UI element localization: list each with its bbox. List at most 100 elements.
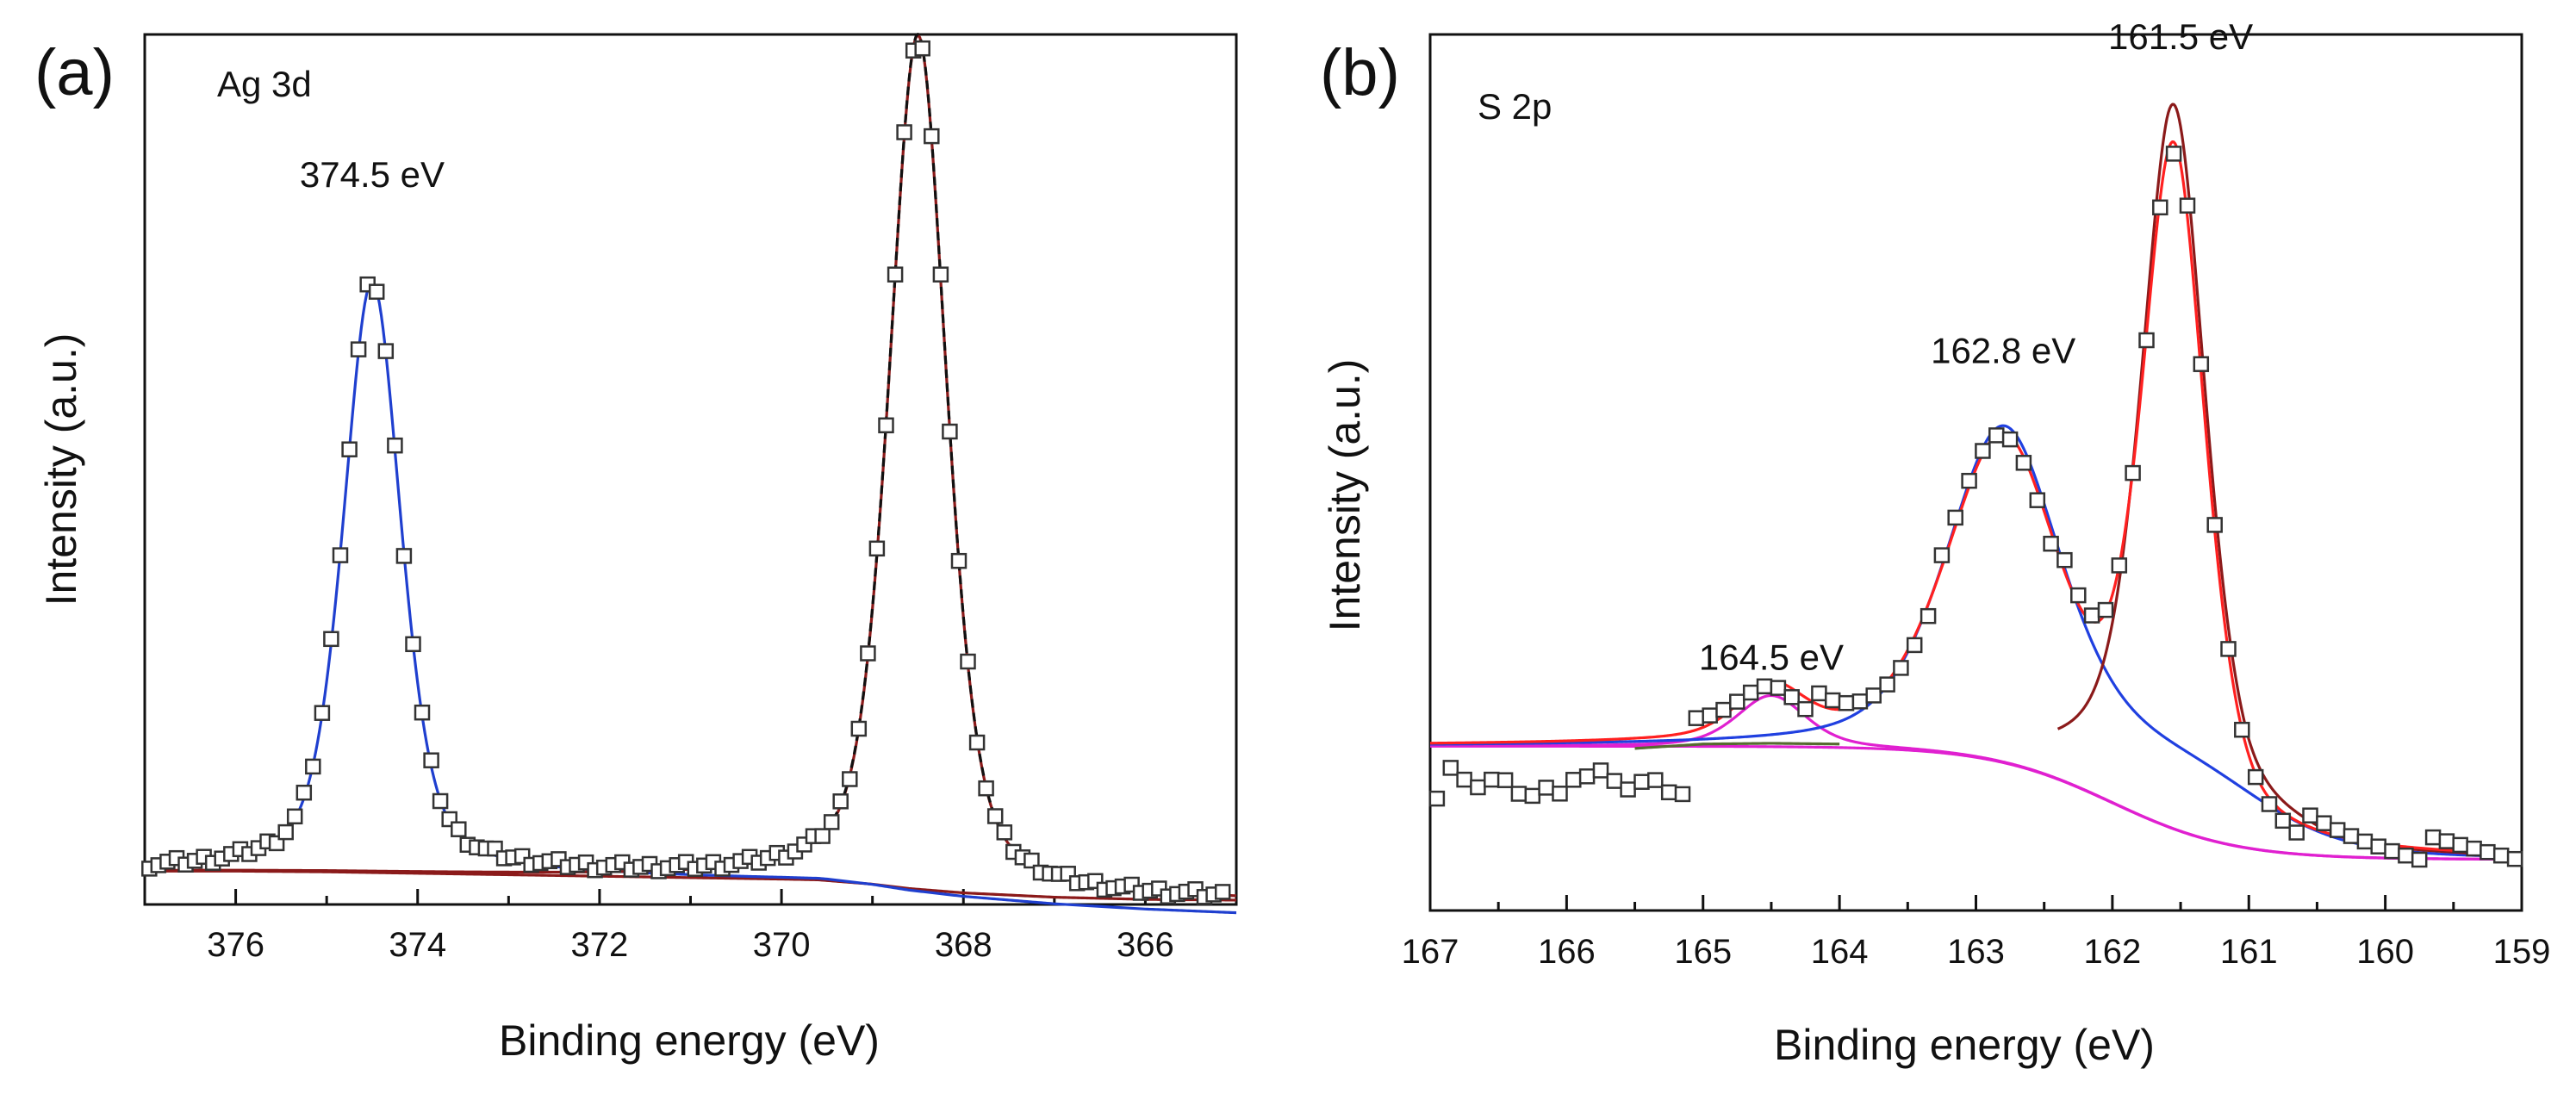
panel-b-chart: (b) S 2p 167 166 165 164 163 162 161 160 159 164… [1320,16,2550,1069]
panel-a-data-point [932,266,949,283]
panel-b-data-point [1606,773,1623,789]
panel-a-chart: (a) Ag 3d 376 374 372 370 368 366 374.5 eV368… [34,33,1238,1065]
panel-a-tick-label: 370 [753,926,811,964]
panel-b-data-point [1592,762,1609,779]
panel-a-data-point [823,814,840,830]
panel-a-label: (a) [34,36,115,109]
panel-a-data-point [832,793,849,810]
panel-b-tick-label: 164 [1811,933,1869,971]
panel-b-data-point [2125,464,2141,482]
panel-b-peak-label: 164.5 eV [1699,637,1844,677]
panel-b-xlabel: Binding energy (eV) [1774,1021,2155,1069]
panel-b-data-point [1484,771,1500,788]
panel-b-data-point [2356,833,2374,850]
panel-a-annotations: 374.5 eV368.5 eV [300,154,445,195]
panel-b-data-point [2343,828,2360,844]
panel-a-tick-label: 376 [207,926,264,964]
panel-a-data-point [1024,852,1040,869]
panel-b-data-point [2506,850,2523,867]
panel-a-peak-374-fit [144,280,1237,915]
panel-b-data-point [2466,840,2482,857]
panel-b-data-point [1811,685,1827,702]
panel-a-data-point [414,704,431,721]
panel-b-data-point [1470,779,1486,796]
panel-a-data-point [341,441,358,457]
panel-a-data-point [986,808,1004,824]
panel-a-data-point [286,808,303,825]
panel-a-data-point [323,631,339,648]
panel-a-data-point [350,341,367,357]
panel-b-data-point [1756,678,1773,695]
panel-b-data-point [1633,774,1650,790]
panel-b-data-point [2070,587,2087,604]
panel-b-data-point [2001,431,2019,448]
panel-b-data-point [1702,707,1718,724]
panel-b-data-point [2193,356,2210,372]
panel-b-data-point [1674,786,1691,803]
panel-b-annotations: 164.5 eV 162.8 eV 161.5 eV [1699,16,2253,677]
panel-b-peak-164-fit [1429,693,2523,861]
panel-b-tick-label: 159 [2493,933,2551,971]
panel-b-data-point [1975,443,1991,459]
panel-b-peak-label: 162.8 eV [1931,330,2075,370]
panel-b-tick-label: 161 [2220,933,2278,971]
panel-a-data-point [887,266,904,283]
panel-b-data-point [1552,786,1568,802]
panel-a-data-point [842,771,858,787]
panel-b-data-point [2438,833,2455,849]
panel-b-data-point [2083,607,2100,624]
panel-b-data-point [1496,772,1514,788]
panel-b-tick-label: 165 [1674,933,1732,971]
panel-a-envelope-line [762,33,1092,885]
panel-b-data-point [2111,557,2128,574]
panel-b-data-point [1851,693,1869,710]
panel-b-data-point [2370,838,2386,855]
panel-b-data-point [1660,784,1677,801]
panel-b-data-point [1578,768,1596,785]
panel-a-data-point [914,40,930,57]
panel-a-data-point [896,124,912,140]
panel-a-title: Ag 3d [217,64,312,104]
panel-b-data-point [1538,780,1554,796]
panel-a-data-point [814,828,831,844]
panel-b-tick-label: 160 [2356,933,2414,971]
panel-b-data-point [1620,781,1636,798]
panel-b-data-point [2384,842,2400,860]
panel-a-data-point [860,645,876,662]
panel-a-data-point [968,734,986,751]
panel-b-ylabel: Intensity (a.u.) [1321,359,1369,632]
panel-b-tick-label: 166 [1538,933,1596,971]
panel-a-data-point [423,752,439,768]
panel-b-data-point [2398,847,2414,864]
panel-a-data-point [432,792,449,810]
panel-a-data-point [850,720,868,737]
panel-b-peak-label: 161.5 eV [2108,16,2253,57]
panel-b-data-point [2138,332,2155,349]
panel-a-data-point [451,821,467,837]
panel-b-data-point [2220,641,2237,657]
panel-b-data-point [2288,824,2305,841]
panel-b-data-point [1961,472,1977,489]
panel-b-x-ticks: 167 166 165 164 163 162 161 160 159 [1402,895,2551,971]
panel-a-tick-label: 368 [935,926,992,964]
panel-a-data-point [950,552,968,569]
panel-a-x-ticks: 376 374 372 370 368 366 [143,889,1238,964]
panel-a-ylabel: Intensity (a.u.) [37,333,85,606]
panel-b-data-point [2097,601,2114,618]
panel-a-data-point [878,417,894,434]
panel-a-peak-label: 374.5 eV [300,154,445,195]
panel-b-data-point [2043,535,2059,552]
panel-b-data-point [2234,721,2250,738]
panel-b-data-point [2029,492,2046,508]
panel-b-data-point [1783,689,1800,705]
panel-a-data-point [978,780,994,797]
panel-b-data-point [1824,692,1841,709]
panel-b-data-point [1770,680,1787,696]
panel-a-tick-label: 372 [571,926,629,964]
panel-a-data-point [314,705,331,721]
panel-a-data-point [405,636,421,653]
panel-a-tick-label: 374 [389,926,446,964]
panel-b-data-point [2015,455,2032,471]
panel-b-data-point [1524,787,1541,805]
panel-a-tick-label: 366 [1117,926,1174,964]
